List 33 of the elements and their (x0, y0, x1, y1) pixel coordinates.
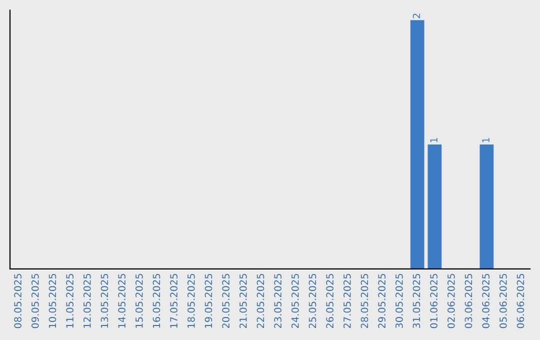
x-tick-label: 06.06.2025 (516, 274, 524, 328)
x-tick-label: 26.05.2025 (326, 274, 334, 328)
data-label: 1 (482, 138, 490, 142)
x-tick-label: 10.05.2025 (48, 274, 56, 328)
x-tick-label: 02.06.2025 (447, 274, 455, 328)
data-label: 1 (430, 138, 438, 142)
x-tick-label: 24.05.2025 (291, 274, 299, 328)
x-tick-label: 15.05.2025 (135, 274, 143, 328)
data-label: 2 (412, 14, 420, 18)
x-tick-label: 22.05.2025 (256, 274, 264, 328)
x-tick-label: 29.05.2025 (378, 274, 386, 328)
x-tick-label: 03.06.2025 (464, 274, 472, 328)
x-tick-label: 20.05.2025 (222, 274, 230, 328)
x-tick-label: 13.05.2025 (100, 274, 108, 328)
x-tick-label: 19.05.2025 (204, 274, 212, 328)
x-tick-label: 31.05.2025 (412, 274, 420, 328)
x-tick-label: 17.05.2025 (170, 274, 178, 328)
x-tick-label: 11.05.2025 (66, 274, 74, 328)
x-tick-label: 09.05.2025 (31, 274, 39, 328)
x-tick-label: 05.06.2025 (499, 274, 507, 328)
x-tick-label: 18.05.2025 (187, 274, 195, 328)
x-tick-label: 30.05.2025 (395, 274, 403, 328)
x-tick-label: 23.05.2025 (274, 274, 282, 328)
x-tick-label: 16.05.2025 (152, 274, 160, 328)
x-tick-label: 01.06.2025 (430, 274, 438, 328)
x-tick-label: 14.05.2025 (118, 274, 126, 328)
x-tick-label: 25.05.2025 (308, 274, 316, 328)
x-tick-label: 28.05.2025 (360, 274, 368, 328)
x-tick-label: 27.05.2025 (343, 274, 351, 328)
x-tick-label: 12.05.2025 (83, 274, 91, 328)
x-tick-label: 21.05.2025 (239, 274, 247, 328)
x-tick-label: 08.05.2025 (14, 274, 22, 328)
x-tick-label: 04.06.2025 (482, 274, 490, 328)
